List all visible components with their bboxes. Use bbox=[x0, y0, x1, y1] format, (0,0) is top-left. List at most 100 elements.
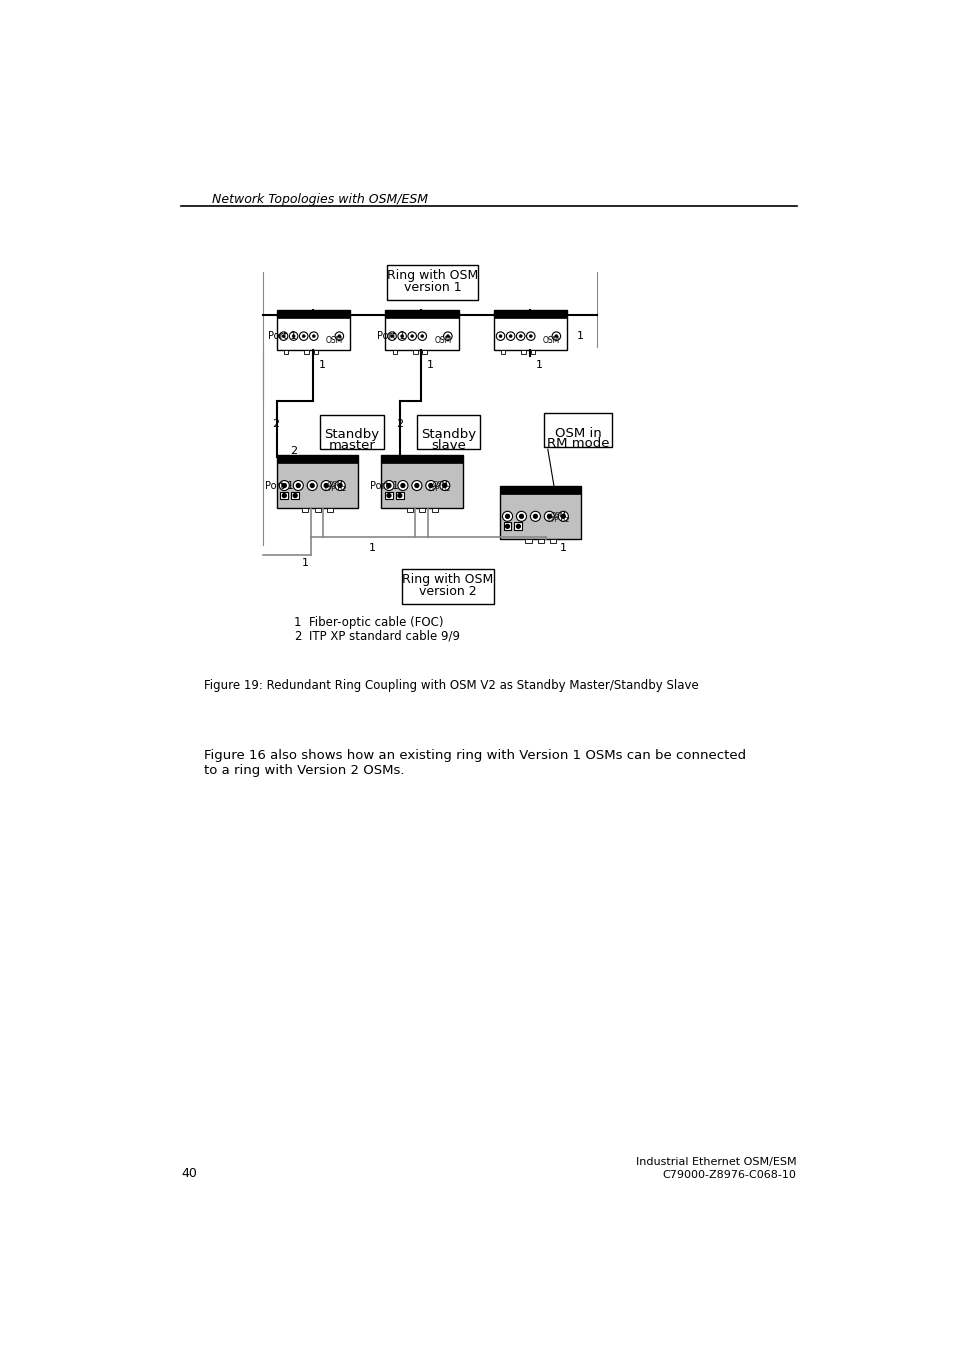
Circle shape bbox=[337, 484, 342, 488]
Bar bbox=[493, 309, 567, 317]
Text: C79000-Z8976-C068-10: C79000-Z8976-C068-10 bbox=[662, 1170, 796, 1179]
Circle shape bbox=[282, 484, 286, 488]
Circle shape bbox=[516, 524, 519, 528]
Circle shape bbox=[420, 335, 423, 338]
Text: Port 1: Port 1 bbox=[369, 481, 397, 492]
Text: Port 1: Port 1 bbox=[268, 331, 296, 342]
Circle shape bbox=[516, 511, 526, 521]
Circle shape bbox=[293, 493, 296, 497]
Circle shape bbox=[387, 493, 391, 497]
Text: Standby: Standby bbox=[420, 428, 476, 442]
Bar bbox=[416, 415, 480, 449]
Circle shape bbox=[443, 332, 452, 340]
Text: ITP 62: ITP 62 bbox=[324, 486, 346, 492]
Bar bbox=[402, 569, 493, 604]
Circle shape bbox=[310, 484, 314, 488]
Circle shape bbox=[425, 481, 436, 490]
Bar bbox=[413, 350, 417, 354]
Circle shape bbox=[506, 332, 515, 340]
Bar bbox=[314, 350, 318, 354]
Text: 1: 1 bbox=[294, 616, 301, 630]
Text: 1: 1 bbox=[318, 361, 326, 370]
Circle shape bbox=[397, 332, 406, 340]
Circle shape bbox=[400, 335, 403, 338]
Circle shape bbox=[516, 332, 524, 340]
Text: 1: 1 bbox=[559, 543, 566, 553]
Bar bbox=[431, 508, 437, 512]
Circle shape bbox=[279, 332, 288, 340]
Text: ITP 62: ITP 62 bbox=[547, 517, 569, 523]
Bar bbox=[493, 309, 567, 350]
Circle shape bbox=[560, 515, 565, 519]
Text: Port 1: Port 1 bbox=[265, 481, 294, 492]
Circle shape bbox=[505, 515, 509, 519]
Text: master: master bbox=[328, 439, 375, 453]
Circle shape bbox=[337, 335, 340, 338]
Circle shape bbox=[397, 493, 401, 497]
Text: 2: 2 bbox=[294, 630, 301, 643]
Circle shape bbox=[533, 515, 537, 519]
Text: Industrial Ethernet OSM/ESM: Industrial Ethernet OSM/ESM bbox=[636, 1158, 796, 1167]
Text: Figure 19: Redundant Ring Coupling with OSM V2 as Standby Master/Standby Slave: Figure 19: Redundant Ring Coupling with … bbox=[204, 680, 699, 692]
Circle shape bbox=[417, 332, 426, 340]
Bar bbox=[284, 350, 288, 354]
Bar bbox=[406, 508, 413, 512]
Circle shape bbox=[296, 484, 300, 488]
Text: OSM in: OSM in bbox=[554, 427, 600, 439]
Text: 2: 2 bbox=[272, 419, 279, 428]
Bar bbox=[499, 486, 580, 494]
Circle shape bbox=[505, 524, 509, 528]
Bar bbox=[381, 455, 462, 463]
Bar bbox=[500, 350, 505, 354]
Text: 1: 1 bbox=[369, 543, 375, 553]
Text: 1: 1 bbox=[576, 331, 583, 342]
Circle shape bbox=[397, 481, 408, 490]
Text: version 1: version 1 bbox=[403, 281, 460, 295]
Circle shape bbox=[555, 335, 558, 338]
Circle shape bbox=[312, 335, 315, 338]
Text: OSM: OSM bbox=[326, 336, 343, 346]
Circle shape bbox=[289, 332, 297, 340]
Text: Ring with OSM: Ring with OSM bbox=[386, 269, 477, 282]
Text: ITP 62: ITP 62 bbox=[429, 486, 451, 492]
Bar bbox=[319, 415, 383, 449]
Bar bbox=[385, 309, 458, 317]
Circle shape bbox=[547, 515, 551, 519]
Bar bbox=[314, 508, 320, 512]
Text: 1: 1 bbox=[427, 361, 434, 370]
Circle shape bbox=[446, 335, 449, 338]
Circle shape bbox=[324, 484, 328, 488]
Circle shape bbox=[502, 511, 512, 521]
Bar bbox=[530, 350, 535, 354]
Text: OSM: OSM bbox=[542, 336, 559, 346]
Circle shape bbox=[496, 332, 504, 340]
Text: OSM: OSM bbox=[550, 512, 566, 517]
Text: ITP XP standard cable 9/9: ITP XP standard cable 9/9 bbox=[309, 630, 459, 643]
Circle shape bbox=[400, 484, 404, 488]
Text: 2: 2 bbox=[290, 446, 297, 455]
Bar bbox=[291, 492, 298, 500]
Circle shape bbox=[526, 332, 535, 340]
Circle shape bbox=[412, 481, 421, 490]
Text: 40: 40 bbox=[181, 1167, 197, 1179]
Bar bbox=[280, 492, 288, 500]
Bar bbox=[418, 508, 425, 512]
Text: Port 1: Port 1 bbox=[376, 331, 405, 342]
Circle shape bbox=[335, 332, 343, 340]
Circle shape bbox=[292, 335, 294, 338]
Circle shape bbox=[387, 332, 395, 340]
Bar bbox=[521, 350, 525, 354]
Circle shape bbox=[293, 481, 303, 490]
Bar bbox=[381, 455, 462, 508]
Bar bbox=[276, 455, 357, 463]
Text: RM mode: RM mode bbox=[546, 438, 609, 450]
Text: 1: 1 bbox=[301, 558, 309, 567]
Bar bbox=[327, 508, 333, 512]
Circle shape bbox=[529, 335, 532, 338]
Text: version 2: version 2 bbox=[418, 585, 476, 598]
Text: Fiber-optic cable (FOC): Fiber-optic cable (FOC) bbox=[309, 616, 443, 630]
Bar bbox=[543, 413, 612, 447]
Circle shape bbox=[282, 335, 285, 338]
Text: OSM: OSM bbox=[432, 481, 448, 486]
Text: 2: 2 bbox=[395, 419, 403, 428]
